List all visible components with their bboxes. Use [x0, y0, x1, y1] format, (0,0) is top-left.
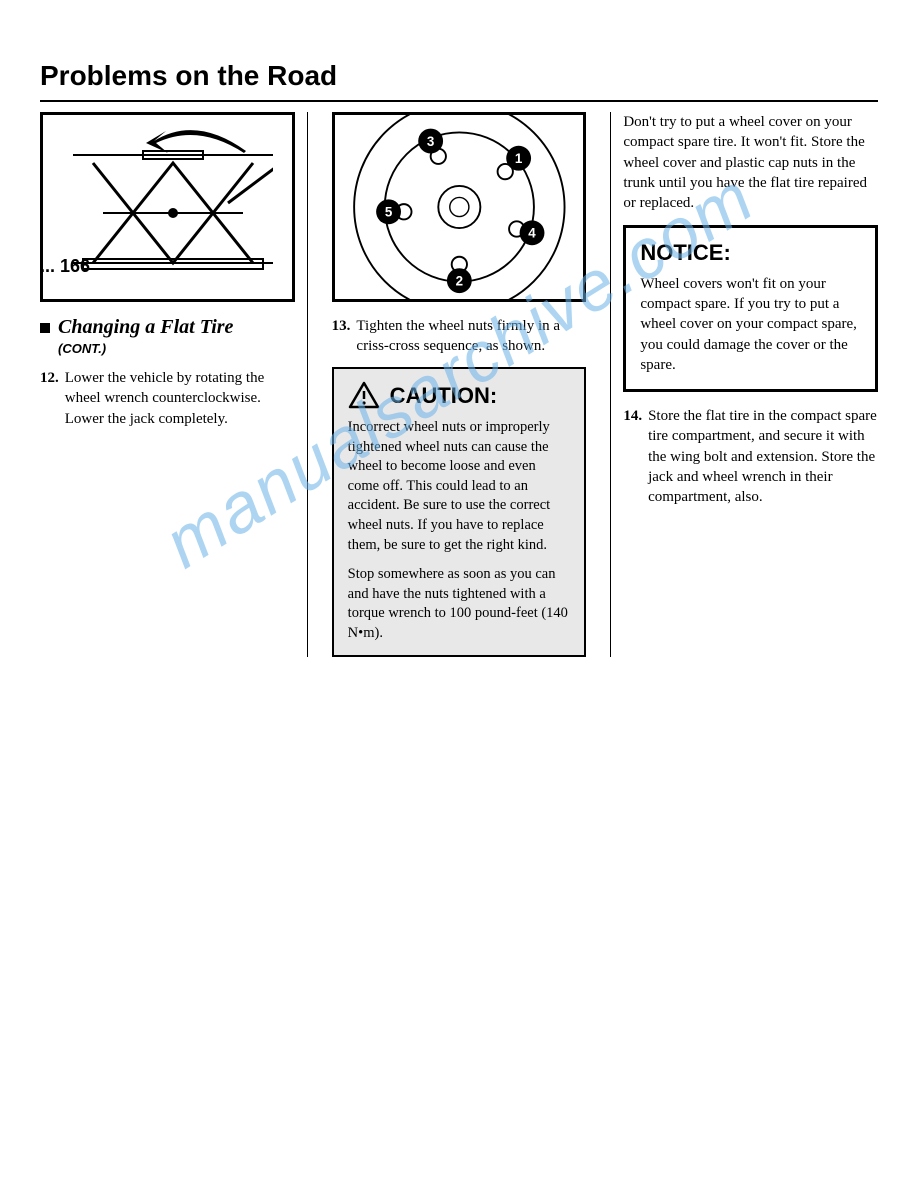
svg-text:2: 2 [455, 273, 462, 288]
step-text: Lower the vehicle by rotating the wheel … [65, 368, 295, 429]
subheading: Changing a Flat Tire [40, 316, 295, 339]
warning-triangle-icon [348, 381, 380, 409]
caution-header: CAUTION: [348, 381, 571, 411]
page-number-prefix: ... [40, 256, 55, 276]
bullet-square-icon [40, 323, 50, 333]
jack-icon [73, 143, 273, 283]
column-right: Don't try to put a wheel cover on your c… [610, 112, 878, 657]
step-12: 12. Lower the vehicle by rotating the wh… [40, 368, 295, 429]
caution-paragraph-1: Incorrect wheel nuts or improperly tight… [348, 418, 571, 555]
nut-badge-5: 5 [376, 199, 401, 224]
manual-page: Problems on the Road [0, 0, 918, 697]
figure-wheel: 1 2 3 4 5 [332, 112, 587, 302]
caution-paragraph-2: Stop somewhere as soon as you can and ha… [348, 565, 571, 643]
step-text: Store the flat tire in the compact spare… [648, 406, 878, 507]
caution-label: CAUTION: [390, 381, 498, 411]
step-number: 13. [332, 316, 351, 357]
step-number: 12. [40, 368, 59, 429]
intro-paragraph: Don't try to put a wheel cover on your c… [623, 112, 878, 213]
nut-badge-3: 3 [418, 129, 443, 154]
svg-text:1: 1 [515, 151, 523, 166]
notice-text: Wheel covers won't fit on your compact s… [640, 274, 861, 375]
page-title: Problems on the Road [40, 60, 878, 92]
step-number: 14. [623, 406, 642, 507]
cont-label: (CONT.) [58, 341, 295, 356]
step-14: 14. Store the flat tire in the compact s… [623, 406, 878, 507]
notice-label: NOTICE: [640, 238, 861, 268]
nut-badge-1: 1 [506, 146, 531, 171]
step-text: Tighten the wheel nuts firmly in a criss… [356, 316, 586, 357]
horizontal-rule [40, 100, 878, 102]
svg-text:5: 5 [385, 205, 393, 220]
column-middle: 1 2 3 4 5 [326, 112, 593, 657]
wheel-diagram: 1 2 3 4 5 [335, 115, 584, 299]
step-13: 13. Tighten the wheel nuts firmly in a c… [332, 316, 587, 357]
nut-badge-4: 4 [519, 220, 544, 245]
columns-container: Changing a Flat Tire (CONT.) 12. Lower t… [40, 112, 878, 657]
page-number-value: 166 [60, 256, 90, 276]
notice-box: NOTICE: Wheel covers won't fit on your c… [623, 225, 878, 392]
caution-box: CAUTION: Incorrect wheel nuts or imprope… [332, 367, 587, 658]
nut-badge-2: 2 [447, 268, 472, 293]
svg-text:3: 3 [427, 134, 434, 149]
subheading-text: Changing a Flat Tire [58, 316, 233, 339]
svg-text:4: 4 [528, 226, 536, 241]
page-number: ... 166 [40, 256, 90, 277]
column-left: Changing a Flat Tire (CONT.) 12. Lower t… [40, 112, 308, 657]
